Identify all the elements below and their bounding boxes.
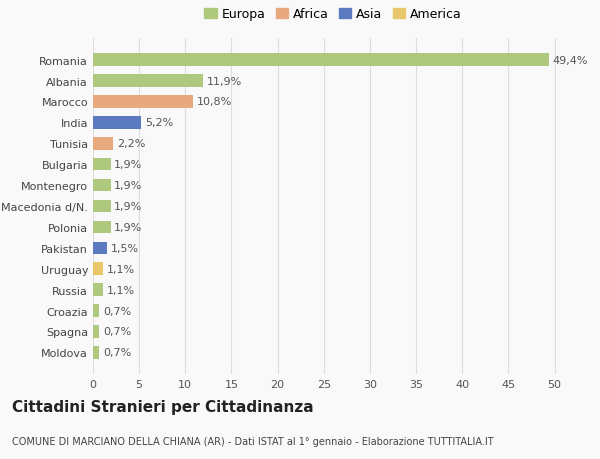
Text: Cittadini Stranieri per Cittadinanza: Cittadini Stranieri per Cittadinanza — [12, 399, 314, 414]
Bar — [93, 325, 100, 338]
Bar — [93, 221, 110, 234]
Bar — [93, 179, 110, 192]
Text: 1,5%: 1,5% — [110, 243, 139, 253]
Text: 1,1%: 1,1% — [107, 264, 135, 274]
Bar — [93, 347, 100, 359]
Text: 1,9%: 1,9% — [114, 160, 142, 170]
Bar — [93, 263, 103, 275]
Text: 0,7%: 0,7% — [103, 327, 131, 337]
Legend: Europa, Africa, Asia, America: Europa, Africa, Asia, America — [199, 3, 467, 26]
Text: 5,2%: 5,2% — [145, 118, 173, 128]
Bar — [93, 54, 549, 67]
Bar — [93, 200, 110, 213]
Text: 0,7%: 0,7% — [103, 347, 131, 358]
Text: 0,7%: 0,7% — [103, 306, 131, 316]
Bar — [93, 305, 100, 317]
Bar — [93, 242, 107, 255]
Bar — [93, 96, 193, 108]
Bar — [93, 158, 110, 171]
Text: 11,9%: 11,9% — [206, 76, 242, 86]
Text: 1,9%: 1,9% — [114, 181, 142, 190]
Text: 1,9%: 1,9% — [114, 223, 142, 232]
Bar — [93, 117, 141, 129]
Text: 49,4%: 49,4% — [553, 56, 588, 66]
Bar — [93, 75, 203, 88]
Text: COMUNE DI MARCIANO DELLA CHIANA (AR) - Dati ISTAT al 1° gennaio - Elaborazione T: COMUNE DI MARCIANO DELLA CHIANA (AR) - D… — [12, 436, 494, 446]
Text: 2,2%: 2,2% — [117, 139, 145, 149]
Text: 1,1%: 1,1% — [107, 285, 135, 295]
Bar — [93, 138, 113, 150]
Text: 1,9%: 1,9% — [114, 202, 142, 212]
Bar — [93, 284, 103, 296]
Text: 10,8%: 10,8% — [196, 97, 232, 107]
